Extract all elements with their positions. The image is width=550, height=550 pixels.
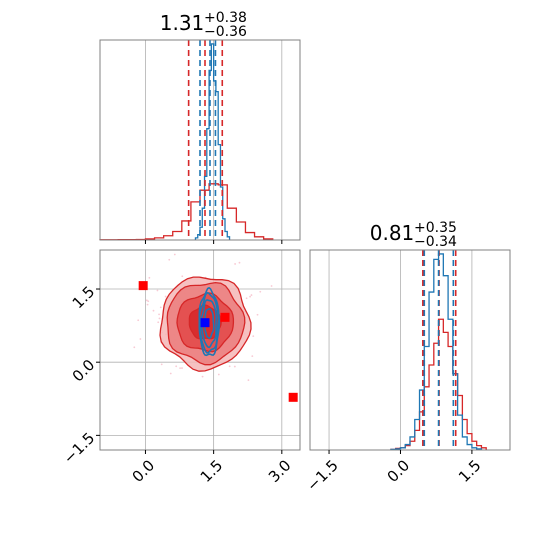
sample-point [147, 300, 150, 303]
sample-point [152, 309, 155, 312]
sample-point [234, 263, 236, 265]
sample-point [148, 276, 151, 279]
sample-point [259, 290, 262, 293]
y-tick-label: 1.5 [69, 283, 99, 313]
contour-panel: 0.0 1.5 3.0 −1.5 0.0 1.5 [60, 249, 301, 486]
sample-point [159, 306, 162, 309]
title-lower-error: −0.34 [414, 234, 457, 250]
sample-point [233, 365, 236, 368]
sample-point [156, 289, 159, 292]
sample-point [158, 317, 161, 320]
panel-title: 0.81 [370, 221, 415, 245]
y-tick-label: −1.5 [60, 429, 98, 467]
title-lower-error: −0.36 [204, 24, 247, 40]
sample-point [175, 365, 178, 368]
sample-point [168, 258, 171, 261]
sample-point [249, 295, 251, 298]
sample-point [146, 303, 149, 306]
x-tick-label: −1.5 [303, 456, 341, 494]
x-tick-label: 3.0 [265, 456, 295, 486]
marker-square [138, 281, 148, 291]
plot-frame [99, 249, 301, 451]
sample-point [251, 355, 254, 358]
sample-point [247, 379, 250, 382]
histogram-series-line [99, 183, 274, 241]
sample-point [133, 346, 136, 349]
sample-point [169, 372, 172, 375]
sample-point [139, 338, 142, 340]
marker-square [200, 318, 210, 328]
sample-point [164, 295, 167, 298]
sample-point [160, 363, 163, 366]
sample-point [145, 299, 148, 302]
sample-point [256, 313, 259, 316]
x-tick-label: 1.5 [455, 456, 485, 486]
sample-point [158, 313, 160, 316]
sample-point [201, 375, 204, 378]
title-upper-error: +0.38 [204, 10, 247, 26]
x-tick-label: 1.5 [197, 456, 227, 486]
x-tick-label: 0.0 [129, 456, 159, 486]
sample-point [157, 321, 160, 324]
sample-point [173, 253, 176, 256]
sample-point [250, 294, 253, 296]
sample-point [137, 319, 140, 322]
sample-point [270, 285, 273, 287]
y-tick-label: 0.0 [69, 356, 99, 386]
histogram-panel-param2: −1.5 0.0 1.5 0.81 +0.35−0.34 [303, 220, 511, 495]
sample-point [238, 261, 241, 264]
sample-point [252, 335, 255, 338]
contour-level-line [199, 291, 220, 354]
panel-title: 1.31 [160, 11, 205, 35]
histogram-series-line [194, 43, 231, 240]
histogram-panel-param1: 1.31 +0.38−0.36 [99, 10, 301, 244]
marker-square [220, 312, 230, 322]
plot-frame [99, 39, 301, 241]
sample-point [179, 367, 182, 370]
x-tick-label: 0.0 [384, 456, 414, 486]
plot-frame [309, 249, 511, 451]
title-upper-error: +0.35 [414, 220, 457, 236]
sample-point [245, 297, 248, 300]
sample-point [181, 275, 184, 278]
marker-square [288, 392, 298, 402]
sample-point [181, 367, 183, 369]
sample-point [217, 373, 220, 376]
histogram-series-line [390, 253, 483, 451]
sample-point [228, 365, 231, 368]
